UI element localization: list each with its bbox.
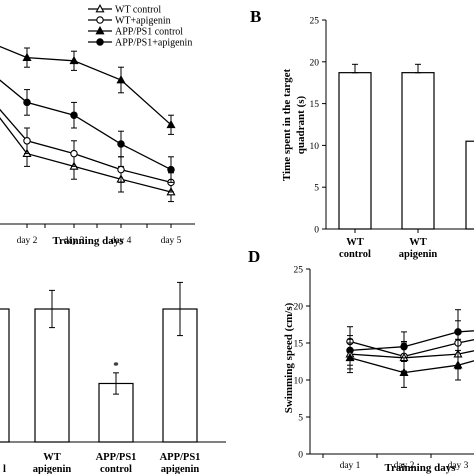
panel-d-y-tick-label: 25 (294, 266, 304, 276)
panel-a-point (70, 111, 78, 119)
panel-c-category-label: control (100, 464, 132, 474)
panel-a-point (23, 137, 31, 145)
panel-b-bar (401, 72, 435, 230)
panel-c-category-label: APP/PS1 (160, 452, 201, 463)
panel-c-category-label: APP/PS1 (96, 452, 137, 463)
panel-a-legend-marker (95, 26, 105, 35)
panel-d-point (345, 352, 355, 362)
panel-c-significance-mark: * (113, 360, 119, 372)
panel-a-point (23, 98, 31, 107)
panel-a-point (117, 140, 125, 148)
panel-c-category-label: WT (43, 452, 61, 463)
panel-b-y-axis-label: quadrant (s) (295, 95, 307, 154)
panel-a-point (167, 165, 175, 174)
panel-a-x-tick-label: day 3 (64, 236, 85, 246)
panel-c-category-label: apigenin (161, 464, 200, 474)
panel-a-legend-label: WT control (115, 5, 161, 16)
panel-a-x-tick-label: day 4 (111, 236, 132, 246)
panel-d-x-tick-label: day 1 (340, 461, 361, 471)
panel-d-point (453, 360, 463, 369)
panel-d-x-axis-label: Trainning days (384, 462, 456, 474)
panel-a-x-tick-label: day 2 (17, 236, 38, 246)
panel-c-bar (0, 308, 10, 443)
panel-b-category-label: apigenin (399, 249, 438, 260)
panel-d-series-line-1 (349, 330, 474, 352)
panel-a-point (22, 52, 32, 61)
panel-b-y-tick-label: 25 (310, 17, 320, 27)
panel-a-series-line-2 (0, 45, 172, 126)
panel-d-y-tick-label: 20 (294, 303, 304, 313)
panel-a-series-line-0 (0, 117, 172, 193)
panel-a-x-tick-label: day 5 (161, 236, 182, 246)
panel-letter-b: B (250, 7, 261, 26)
panel-c-bar (34, 308, 70, 443)
panel-a-x-axis-label: Trainning days (52, 235, 124, 247)
panel-a-point (69, 55, 79, 65)
panel-d-y-tick-label: 5 (298, 414, 303, 424)
panel-b-bar (338, 72, 372, 230)
panel-d-y-tick-label: 10 (294, 377, 304, 387)
panel-a-legend-label: WT+apigenin (115, 16, 171, 27)
panel-a-point (70, 149, 78, 158)
panel-b-category-label: WT (409, 237, 427, 248)
panel-b-y-tick-label: 0 (314, 226, 319, 236)
panel-a-legend-marker (95, 4, 105, 13)
panel-c-category-label: apigenin (33, 464, 72, 474)
panel-b-y-tick-label: 5 (314, 184, 319, 194)
panel-a-point (116, 75, 126, 84)
panel-a-legend-marker (96, 16, 104, 24)
panel-d-x-tick-label: day 3 (448, 461, 469, 471)
panel-b-category-label: WT (346, 237, 364, 248)
panel-b-y-axis-label: Time spent in the target (281, 69, 293, 182)
panel-c-category-label: l (3, 464, 6, 474)
panel-b-y-tick-label: 20 (310, 58, 320, 68)
panel-b-y-tick-label: 10 (310, 142, 320, 152)
panel-d-y-tick-label: 15 (294, 340, 304, 350)
panel-a-point (117, 165, 125, 174)
panel-d-y-tick-label: 0 (298, 451, 303, 461)
panel-d-y-axis-label: Swimming speed (cm/s) (283, 302, 295, 413)
panel-a-legend-label: APP/PS1 control (115, 27, 183, 38)
panel-a-legend-marker (96, 38, 104, 46)
panel-d-point (399, 367, 409, 376)
panel-b-category-label: control (339, 249, 371, 260)
panel-d-point (454, 328, 462, 336)
panel-letter-d: D (248, 247, 260, 266)
panel-a-point (166, 119, 176, 129)
panel-d-x-tick-label: day 2 (394, 461, 415, 471)
panel-d-series-line-2 (349, 350, 474, 359)
panel-b-y-tick-label: 15 (310, 100, 320, 110)
panel-d-series-line-3 (349, 357, 474, 374)
panel-b-bar (465, 140, 474, 230)
panel-a-legend-label: APP/PS1+apigenin (115, 38, 192, 49)
